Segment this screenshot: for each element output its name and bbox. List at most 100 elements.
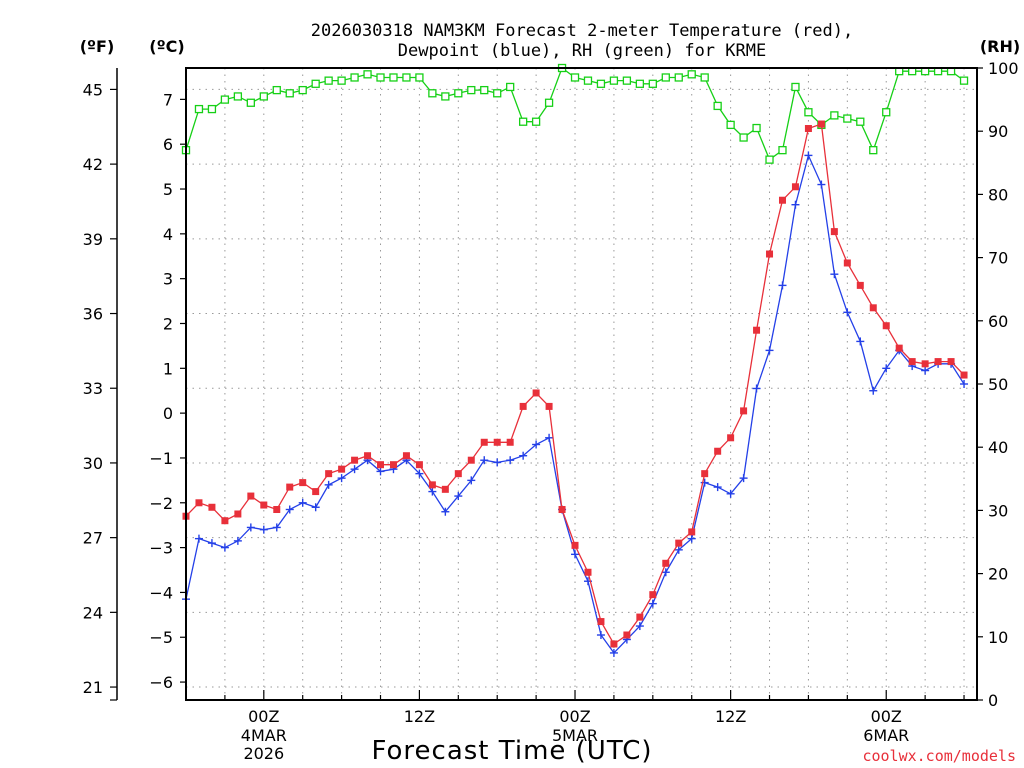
gridlines <box>186 68 977 700</box>
dewpoint-point <box>739 474 748 483</box>
rh-point <box>259 92 268 101</box>
temperature-point <box>208 503 216 511</box>
dewpoint-point <box>752 384 761 393</box>
temperature-point <box>351 456 359 464</box>
temperature-point <box>597 618 605 626</box>
rh-tick-label: 60 <box>988 312 1008 331</box>
temperature-point <box>895 344 903 352</box>
rh-point <box>713 101 722 111</box>
temperature-point <box>778 196 786 204</box>
rh-point <box>570 73 580 82</box>
rh-point <box>778 146 787 155</box>
rh-point <box>622 76 632 85</box>
dewpoint-point <box>415 469 424 478</box>
chart-title-line2: Dewpoint (blue), RH (green) for KRME <box>398 41 766 61</box>
dewpoint-point <box>441 507 450 516</box>
dewpoint-point <box>791 200 800 209</box>
temperature-point <box>908 358 916 366</box>
temperature-point <box>247 492 255 500</box>
rh-point <box>272 85 281 95</box>
dewpoint-point <box>648 599 657 608</box>
celsius-tick-label: −4 <box>149 583 173 602</box>
celsius-tick-label: 3 <box>163 270 173 289</box>
fahrenheit-tick-label: 42 <box>83 155 103 174</box>
celsius-axis: −6 −5 −4 −3 −2 −1 0 1 2 3 4 5 6 7 <box>149 90 186 692</box>
rh-point <box>493 89 502 98</box>
rh-tick-label: 20 <box>988 565 1008 584</box>
fahrenheit-tick-label: 36 <box>83 305 103 324</box>
rh-point <box>298 85 307 95</box>
rh-point <box>804 108 813 117</box>
rh-point <box>959 76 969 85</box>
rh-unit-label: (RH) <box>980 37 1020 56</box>
rh-point <box>791 82 800 92</box>
celsius-unit-label: (ºC) <box>149 37 184 56</box>
rh-tick-label: 80 <box>988 185 1008 204</box>
fahrenheit-tick-label: 33 <box>83 379 103 398</box>
rh-point <box>674 73 683 82</box>
temperature-point <box>402 452 410 460</box>
dewpoint-point <box>272 523 281 532</box>
dewpoint-point <box>856 337 865 346</box>
rh-tick-label: 30 <box>988 501 1008 520</box>
rh-point <box>350 73 359 82</box>
rh-point <box>843 114 852 123</box>
dewpoint-point <box>311 503 320 512</box>
rh-point <box>583 76 593 85</box>
temperature-point <box>221 517 229 525</box>
temperature-point <box>299 479 307 487</box>
dewpoint-point <box>220 543 229 552</box>
series-rh <box>181 63 969 164</box>
time-tick-label: 6MAR <box>863 726 909 745</box>
plot-frame <box>185 67 978 701</box>
dewpoint-point <box>571 550 580 559</box>
rh-point <box>233 92 243 101</box>
rh-point <box>324 76 333 85</box>
dewpoint-point <box>480 456 489 465</box>
dewpoint-point <box>467 476 476 485</box>
temperature-point <box>571 541 579 549</box>
fahrenheit-axis: 21 24 27 30 33 36 39 42 45 <box>83 80 117 701</box>
celsius-tick-label: 5 <box>163 180 173 199</box>
temperature-point <box>584 568 592 576</box>
temperature-point <box>766 250 774 258</box>
dewpoint-point <box>960 380 969 388</box>
temperature-point <box>830 228 838 236</box>
time-tick-label: 00Z <box>871 707 902 726</box>
temperature-point <box>428 481 436 489</box>
celsius-tick-label: −5 <box>149 628 173 647</box>
temperature-point <box>623 631 631 639</box>
rh-point <box>376 73 385 82</box>
dewpoint-point <box>376 467 385 476</box>
temperature-point <box>753 326 761 334</box>
celsius-tick-label: 6 <box>163 135 173 154</box>
rh-tick-label: 40 <box>988 438 1008 457</box>
temperature-point <box>441 485 449 493</box>
dewpoint-point <box>596 631 605 640</box>
dewpoint-point <box>506 456 515 465</box>
temperature-point <box>338 465 346 473</box>
rh-point <box>480 85 489 95</box>
dewpoint-point <box>324 480 333 489</box>
rh-point <box>220 95 230 104</box>
fahrenheit-tick-label: 30 <box>83 454 103 473</box>
temperature-point <box>454 470 462 478</box>
time-tick-label: 00Z <box>248 707 279 726</box>
dewpoint-point <box>700 478 709 487</box>
celsius-tick-label: 1 <box>163 359 173 378</box>
rh-point <box>830 111 839 120</box>
temperature-point <box>532 389 540 397</box>
dewpoint-point <box>298 498 307 507</box>
dewpoint-point <box>246 523 255 532</box>
temperature-point <box>856 281 864 289</box>
temperature-point <box>701 470 709 478</box>
rh-point <box>518 117 528 126</box>
rh-point <box>415 73 424 82</box>
temperature-point <box>610 640 618 648</box>
dewpoint-point <box>778 281 787 290</box>
rh-point <box>648 79 657 88</box>
dewpoint-point <box>713 483 722 492</box>
dewpoint-point <box>804 151 813 160</box>
temperature-point <box>791 183 799 191</box>
rh-tick-label: 70 <box>988 249 1008 268</box>
